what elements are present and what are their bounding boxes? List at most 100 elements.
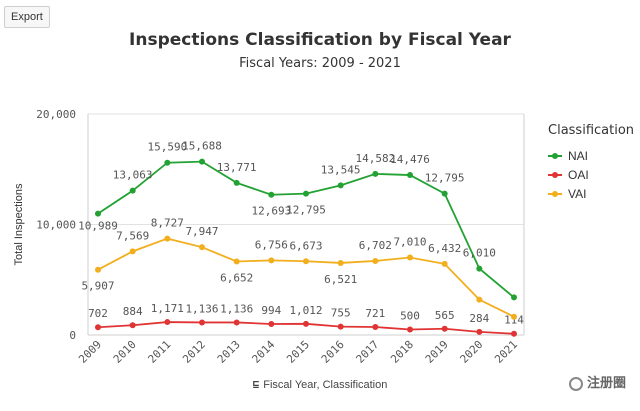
data-point	[199, 319, 205, 326]
data-label: 884	[123, 305, 143, 318]
data-point	[129, 248, 136, 255]
data-point	[199, 158, 205, 165]
data-label: 13,771	[217, 161, 257, 174]
data-point	[511, 330, 517, 337]
legend-entry: OAI	[568, 168, 589, 182]
y-axis-label: Total Inspections	[13, 183, 25, 265]
data-point	[511, 294, 517, 301]
legend-swatch-dot	[552, 191, 558, 197]
data-point	[476, 265, 483, 272]
data-label: 1,012	[289, 304, 322, 317]
data-label: 14,582	[355, 152, 395, 165]
data-point	[441, 190, 448, 197]
data-point	[95, 210, 101, 217]
data-label: 565	[435, 309, 455, 322]
data-label: 6,521	[324, 273, 357, 286]
data-point	[268, 191, 275, 198]
x-tick-label: 2009	[76, 338, 104, 366]
data-point	[441, 260, 448, 267]
data-point	[95, 266, 101, 273]
data-point	[233, 319, 240, 326]
data-label: 6,702	[359, 239, 392, 252]
x-tick-label: 2020	[458, 338, 486, 366]
x-tick-label: 2017	[354, 338, 382, 366]
data-point	[476, 328, 483, 335]
data-point	[337, 323, 344, 330]
chart-footer: ⊑ Fiscal Year, Classification	[0, 378, 640, 391]
data-label: 114	[504, 314, 524, 327]
y-tick-label: 0	[69, 329, 76, 342]
chart-subtitle: Fiscal Years: 2009 - 2021	[239, 56, 401, 71]
footer-label: Fiscal Year, Classification	[263, 379, 388, 391]
data-label: 6,432	[428, 242, 461, 255]
y-tick-label: 10,000	[36, 219, 76, 232]
data-label: 12,795	[286, 204, 326, 217]
data-point	[337, 182, 344, 189]
data-point	[407, 172, 413, 179]
data-point	[199, 244, 205, 251]
data-label: 6,652	[220, 271, 253, 284]
export-button[interactable]: Export	[4, 6, 50, 28]
hierarchy-icon: ⊑	[252, 378, 260, 391]
data-label: 13,063	[113, 169, 153, 182]
data-label: 721	[365, 307, 385, 320]
data-label: 12,795	[425, 172, 465, 185]
legend-title: Classification	[548, 123, 634, 138]
data-point	[511, 313, 517, 320]
data-label: 14,476	[390, 153, 430, 166]
x-tick-label: 2015	[284, 338, 312, 366]
x-tick-label: 2013	[215, 338, 243, 366]
watermark-text: 注册圈	[586, 376, 626, 391]
data-label: 6,673	[289, 239, 322, 252]
data-label: 1,136	[220, 302, 253, 315]
data-label: 1,136	[185, 302, 218, 315]
data-label: 284	[469, 312, 489, 325]
data-point	[303, 320, 309, 327]
legend-swatch-dot	[552, 172, 558, 178]
watermark: 注册圈	[568, 372, 626, 391]
data-label: 7,569	[116, 229, 149, 242]
data-label: 500	[400, 309, 420, 322]
wechat-icon	[568, 376, 583, 391]
x-tick-label: 2018	[388, 338, 416, 366]
data-label: 13,545	[321, 163, 361, 176]
data-label: 7,010	[393, 236, 426, 249]
data-point	[372, 324, 379, 331]
data-label: 6,756	[255, 238, 288, 251]
data-label: 7,947	[185, 225, 218, 238]
x-tick-label: 2011	[146, 338, 174, 366]
legend-entry: VAI	[568, 187, 586, 201]
data-label: 1,171	[151, 302, 184, 315]
data-label: 755	[331, 307, 351, 320]
data-point	[164, 159, 171, 166]
data-label: 10,989	[78, 220, 118, 233]
data-label: 15,590	[147, 141, 187, 154]
data-point	[476, 296, 483, 303]
data-point	[129, 322, 136, 329]
data-label: 15,688	[182, 140, 222, 153]
data-point	[407, 254, 413, 261]
data-label: 702	[88, 307, 108, 320]
x-tick-label: 2010	[111, 338, 139, 366]
data-label: 5,907	[81, 280, 114, 293]
data-label: 12,693	[251, 205, 291, 218]
data-point	[233, 258, 240, 265]
data-point	[164, 319, 171, 326]
data-point	[164, 235, 171, 242]
data-point	[268, 321, 275, 328]
data-point	[372, 257, 379, 264]
x-tick-label: 2021	[492, 338, 520, 366]
x-tick-label: 2012	[180, 338, 208, 366]
data-point	[303, 258, 309, 265]
y-tick-label: 20,000	[36, 108, 76, 121]
chart-title: Inspections Classification by Fiscal Yea…	[129, 30, 511, 50]
data-point	[372, 170, 379, 177]
data-label: 994	[261, 304, 281, 317]
data-point	[129, 187, 136, 194]
data-point	[303, 190, 309, 197]
x-tick-label: 2014	[250, 338, 278, 366]
data-point	[268, 257, 275, 264]
data-point	[95, 324, 101, 331]
x-tick-label: 2016	[319, 338, 347, 366]
